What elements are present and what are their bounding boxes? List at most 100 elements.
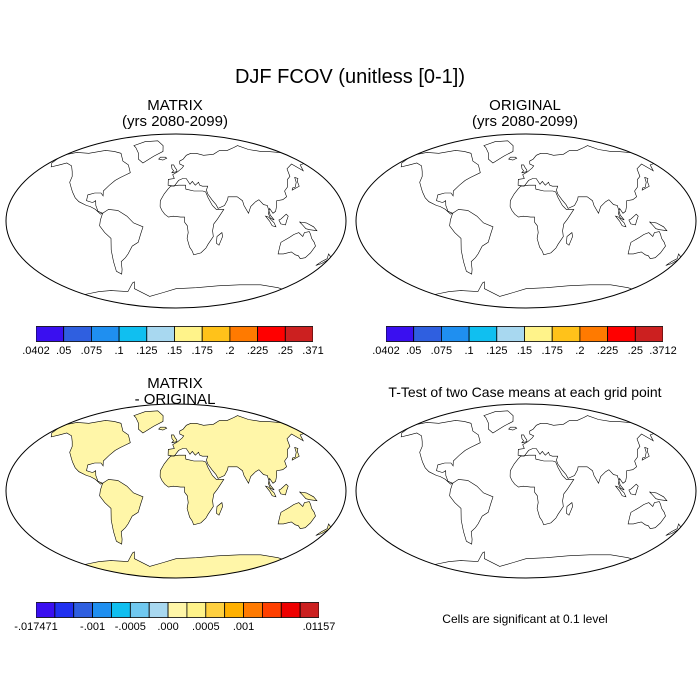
coastline <box>277 501 316 530</box>
coastline <box>628 483 639 496</box>
colorbar-label: .3712 <box>649 345 677 357</box>
ttest-map <box>355 403 697 579</box>
colorbar-swatch <box>579 326 608 342</box>
coastline <box>517 145 657 221</box>
colorbar-label: .0402 <box>372 345 400 357</box>
ttest-panel-title: T-Test of two Case means at each grid po… <box>350 384 700 400</box>
colorbar-swatch <box>634 326 663 342</box>
colorbar-swatch <box>551 326 581 342</box>
colorbar-swatch <box>243 602 263 618</box>
colorbar-swatch <box>496 326 525 342</box>
original-colorbar: .0402 .05 .075 .1 .125 .15 .175 .2 .225 .25 .3712 <box>372 326 677 360</box>
colorbar-label: .075 <box>430 345 453 357</box>
page-title: DJF FCOV (unitless [0-1]) <box>234 66 466 88</box>
colorbar-label: .0005 <box>192 621 220 633</box>
colorbar-swatch <box>261 602 282 618</box>
coastline <box>264 485 277 498</box>
coastline <box>167 145 307 221</box>
coastline <box>167 415 307 491</box>
coastline <box>158 156 168 161</box>
coastline <box>400 150 481 215</box>
matrix-title-line1: MATRIX <box>147 97 203 114</box>
coastline <box>99 209 144 275</box>
coastline <box>171 164 178 174</box>
coastline <box>264 215 277 228</box>
colorbar-label: .25 <box>277 345 293 357</box>
coastline <box>517 415 657 491</box>
colorbar-label: .25 <box>627 345 643 357</box>
coastline <box>449 479 494 545</box>
coastline <box>298 491 318 502</box>
diff-colorbar: -.017471 -.001 -.0005 .000 .0005 .001 .01157 <box>14 602 335 636</box>
land-fill <box>160 455 224 525</box>
coastline <box>508 426 518 431</box>
colorbar-label: .1 <box>114 345 124 357</box>
coastline <box>628 213 639 226</box>
land-fill <box>51 420 131 485</box>
colorbar-swatch <box>148 602 169 618</box>
colorbar-swatch <box>205 602 226 618</box>
coastline <box>627 231 666 260</box>
coastline <box>648 221 668 232</box>
coastline <box>566 502 573 516</box>
colorbar-swatch <box>54 602 75 618</box>
diff-title-line1: MATRIX <box>147 375 203 392</box>
colorbar-label: -.001 <box>80 621 106 633</box>
colorbar-swatch <box>186 602 207 618</box>
colorbar-swatch <box>524 326 553 342</box>
coastline <box>509 184 575 256</box>
matrix-map <box>5 133 347 309</box>
colorbar-swatch <box>224 602 244 618</box>
colorbar-label: .175 <box>191 345 213 357</box>
colorbar-swatch <box>91 326 120 342</box>
colorbar-label: .05 <box>56 345 72 357</box>
colorbar-label: .225 <box>596 345 619 357</box>
coastline <box>99 479 144 545</box>
coastline <box>641 177 650 191</box>
colorbar-swatch <box>257 326 286 342</box>
coastline <box>400 420 481 485</box>
colorbar-label: .175 <box>541 345 563 357</box>
land-fill <box>265 486 276 497</box>
diff-panel-title: MATRIX - ORIGINAL <box>50 376 300 408</box>
map-border <box>5 403 347 579</box>
coastline <box>291 177 300 191</box>
coastline <box>521 164 528 174</box>
colorbar-label: .000 <box>157 621 179 633</box>
original-panel-title: ORIGINAL (yrs 2080-2099) <box>400 98 650 130</box>
land-fill <box>168 415 307 490</box>
colorbar-swatch <box>441 326 470 342</box>
coastline <box>291 447 300 461</box>
coastline <box>216 232 223 246</box>
colorbar-label: .225 <box>246 345 269 357</box>
colorbar-label: .125 <box>136 345 158 357</box>
coastline <box>449 209 494 275</box>
coastline <box>627 501 666 530</box>
land-fill <box>278 501 316 529</box>
colorbar-label: .01157 <box>302 621 336 633</box>
coastline <box>483 140 514 164</box>
coastline <box>278 483 289 496</box>
colorbar-swatch <box>63 326 92 342</box>
coastline <box>277 231 316 260</box>
land-fill <box>171 434 177 443</box>
coastline <box>133 140 164 164</box>
coastline <box>159 184 225 256</box>
matrix-title-line2: (yrs 2080-2099) <box>122 113 228 130</box>
colorbar-swatch <box>284 326 313 342</box>
colorbar-swatch <box>468 326 498 342</box>
coastline <box>171 434 178 444</box>
land-fill <box>99 479 143 545</box>
colorbar-label: .2 <box>575 345 585 357</box>
original-title-line2: (yrs 2080-2099) <box>472 113 578 130</box>
colorbar-swatch <box>167 602 188 618</box>
colorbar-label: .05 <box>406 345 422 357</box>
colorbar-swatch <box>607 326 636 342</box>
original-map <box>355 133 697 309</box>
ttest-title-line1: T-Test of two Case means at each grid po… <box>388 384 662 400</box>
coastline <box>50 150 131 215</box>
land-fill <box>133 410 164 433</box>
diff-title-line2: - ORIGINAL <box>134 391 216 408</box>
coastline <box>614 485 627 498</box>
colorbar-label: -.0005 <box>114 621 146 633</box>
